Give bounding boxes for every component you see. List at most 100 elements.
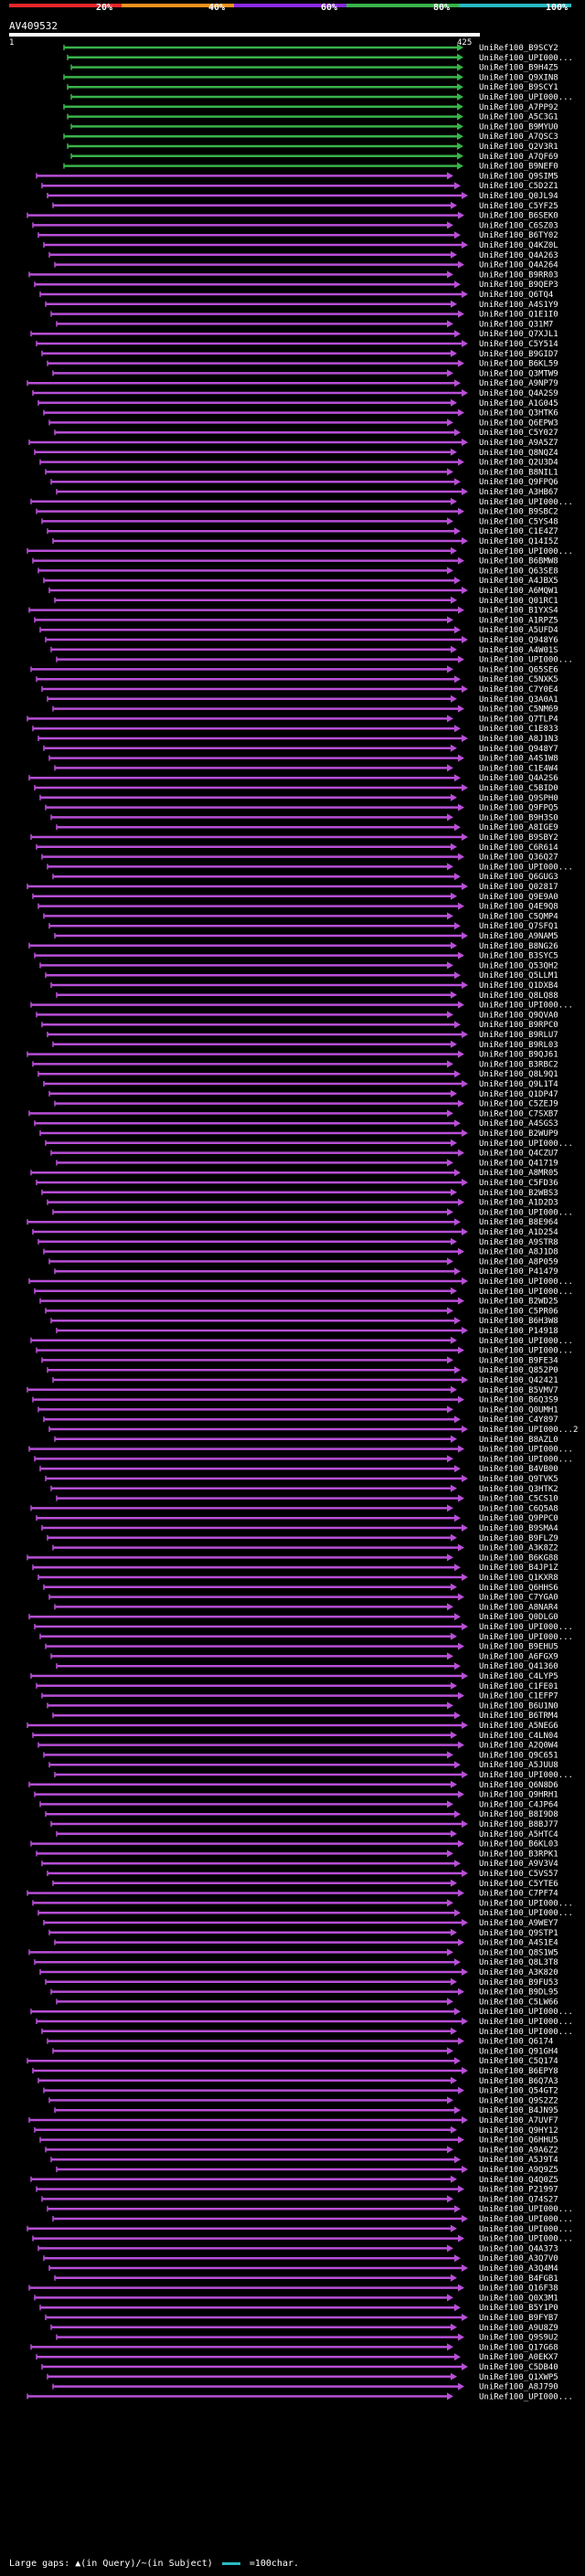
hit-row[interactable]: UniRef100_UPI000... [28, 1277, 573, 1287]
hit-row[interactable]: UniRef100_Q41360 [56, 1662, 558, 1671]
hit-label[interactable]: UniRef100_Q2V3R1 [479, 143, 558, 152]
hit-row[interactable]: UniRef100_A9A6Z2 [45, 2146, 558, 2155]
hit-label[interactable]: UniRef100_P41479 [479, 1267, 558, 1277]
hit-label[interactable]: UniRef100_B8I9D8 [479, 1810, 558, 1819]
hit-row[interactable]: UniRef100_Q91GH4 [52, 2047, 558, 2056]
hit-label[interactable]: UniRef100_Q9S9U2 [479, 2334, 558, 2343]
hit-row[interactable]: UniRef100_P41479 [54, 1267, 558, 1277]
hit-label[interactable]: UniRef100_B2WD25 [479, 1298, 558, 1307]
hit-row[interactable]: UniRef100_Q53QH2 [39, 961, 558, 970]
hit-label[interactable]: UniRef100_UPI000... [479, 2392, 573, 2401]
hit-row[interactable]: UniRef100_C5QMP4 [43, 912, 558, 921]
hit-label[interactable]: UniRef100_B6Q3S9 [479, 1396, 558, 1405]
hit-label[interactable]: UniRef100_Q0X3M1 [479, 2294, 558, 2303]
hit-row[interactable]: UniRef100_B9SBC2 [36, 507, 558, 517]
hit-row[interactable]: UniRef100_B5VMV7 [27, 1385, 558, 1395]
hit-row[interactable]: UniRef100_Q9HY12 [34, 2125, 558, 2136]
hit-row[interactable]: UniRef100_UPI000... [30, 2008, 573, 2017]
hit-label[interactable]: UniRef100_A4W01S [479, 646, 558, 655]
hit-row[interactable]: UniRef100_A9NAM5 [54, 932, 558, 941]
hit-row[interactable]: UniRef100_C1FE01 [36, 1681, 558, 1691]
hit-row[interactable]: UniRef100_A5C3G1 [67, 112, 558, 122]
hit-row[interactable]: UniRef100_B9FLZ9 [47, 1533, 558, 1543]
hit-label[interactable]: UniRef100_UPI000... [479, 2008, 573, 2017]
hit-label[interactable]: UniRef100_A1G045 [479, 399, 558, 408]
hit-row[interactable]: UniRef100_B6KL03 [30, 1839, 558, 1850]
hit-row[interactable]: UniRef100_Q7XJL1 [30, 330, 558, 339]
hit-label[interactable]: UniRef100_C5NXK5 [479, 675, 558, 684]
hit-row[interactable]: UniRef100_C5CS10 [56, 1494, 558, 1504]
hit-label[interactable]: UniRef100_B3RPK1 [479, 1850, 558, 1859]
hit-label[interactable]: UniRef100_B8E964 [479, 1218, 558, 1227]
hit-label[interactable]: UniRef100_B2WUP9 [479, 1129, 558, 1139]
hit-row[interactable]: UniRef100_A4S1E4 [54, 1938, 558, 1948]
hit-label[interactable]: UniRef100_B9H4Z5 [479, 64, 558, 73]
hit-label[interactable]: UniRef100_UPI000... [479, 1337, 573, 1346]
hit-label[interactable]: UniRef100_Q16F38 [479, 2284, 558, 2294]
hit-label[interactable]: UniRef100_A7UVF7 [479, 2116, 558, 2125]
hit-label[interactable]: UniRef100_C5Y514 [479, 340, 558, 349]
hit-row[interactable]: UniRef100_A5J9T4 [50, 2156, 558, 2165]
hit-label[interactable]: UniRef100_B6U1N0 [479, 1701, 558, 1711]
hit-label[interactable]: UniRef100_C5LW66 [479, 1998, 558, 2007]
hit-label[interactable]: UniRef100_Q2U3D4 [479, 459, 558, 468]
hit-label[interactable]: UniRef100_Q5LLM1 [479, 971, 558, 981]
hit-row[interactable]: UniRef100_UPI000... [45, 1139, 573, 1149]
hit-label[interactable]: UniRef100_A8IGE9 [479, 823, 558, 832]
hit-row[interactable]: UniRef100_C7Y0E4 [41, 685, 558, 694]
hit-row[interactable]: UniRef100_B9RL03 [52, 1040, 558, 1050]
hit-row[interactable]: UniRef100_B6KL59 [47, 359, 558, 369]
hit-row[interactable]: UniRef100_C7SXB7 [28, 1109, 558, 1118]
hit-label[interactable]: UniRef100_Q9TVK5 [479, 1475, 558, 1484]
hit-row[interactable]: UniRef100_A3HB67 [56, 488, 558, 497]
hit-label[interactable]: UniRef100_B6KL03 [479, 1840, 558, 1850]
hit-row[interactable]: UniRef100_Q948Y6 [45, 636, 558, 645]
hit-row[interactable]: UniRef100_C5LW66 [56, 1998, 558, 2007]
hit-row[interactable]: UniRef100_C1E833 [32, 725, 558, 734]
hit-row[interactable]: UniRef100_B9NEF0 [63, 162, 558, 172]
hit-label[interactable]: UniRef100_B9DL95 [479, 1988, 558, 1998]
hit-label[interactable]: UniRef100_Q9E9A0 [479, 893, 558, 902]
hit-label[interactable]: UniRef100_C5NM69 [479, 705, 558, 715]
hit-row[interactable]: UniRef100_UPI000... [41, 2027, 573, 2037]
hit-label[interactable]: UniRef100_Q1KXR8 [479, 1574, 558, 1583]
hit-row[interactable]: UniRef100_A7PP92 [63, 102, 558, 112]
hit-label[interactable]: UniRef100_A5JUU8 [479, 1761, 558, 1770]
hit-row[interactable]: UniRef100_A9WEY7 [43, 1919, 558, 1928]
hit-label[interactable]: UniRef100_C5BID0 [479, 784, 558, 793]
hit-label[interactable]: UniRef100_Q1XWP5 [479, 2373, 558, 2382]
hit-row[interactable]: UniRef100_A1RPZ5 [34, 616, 558, 625]
hit-label[interactable]: UniRef100_Q6N8D6 [479, 1781, 558, 1790]
hit-label[interactable]: UniRef100_A5C3G1 [479, 113, 558, 122]
hit-row[interactable]: UniRef100_A8P059 [48, 1257, 558, 1267]
hit-row[interactable]: UniRef100_Q3MTW9 [52, 369, 558, 378]
hit-label[interactable]: UniRef100_A1RPZ5 [479, 616, 558, 625]
hit-row[interactable]: UniRef100_A1D2D3 [47, 1198, 558, 1208]
hit-label[interactable]: UniRef100_Q74S27 [479, 2195, 558, 2204]
hit-label[interactable]: UniRef100_B3RBC2 [479, 1060, 558, 1069]
hit-row[interactable]: UniRef100_A6MQW1 [48, 587, 558, 596]
hit-label[interactable]: UniRef100_Q1E1I0 [479, 311, 558, 320]
hit-row[interactable]: UniRef100_Q9FPQ5 [45, 803, 558, 813]
hit-row[interactable]: UniRef100_Q4E9Q8 [37, 902, 558, 912]
hit-row[interactable]: UniRef100_B2WD25 [39, 1297, 558, 1307]
hit-label[interactable]: UniRef100_A8NAR4 [479, 1603, 558, 1612]
hit-row[interactable]: UniRef100_B6BMW8 [32, 557, 558, 567]
hit-label[interactable]: UniRef100_UPI000... [479, 2225, 573, 2234]
hit-label[interactable]: UniRef100_B6TRM4 [479, 1712, 558, 1721]
hit-row[interactable]: UniRef100_A9NP79 [27, 379, 558, 388]
hit-label[interactable]: UniRef100_UPI000... [479, 1771, 573, 1780]
hit-row[interactable]: UniRef100_A9A5Z7 [28, 439, 558, 448]
hit-label[interactable]: UniRef100_Q31M7 [479, 320, 553, 329]
hit-label[interactable]: UniRef100_Q6HHS6 [479, 1584, 558, 1593]
hit-row[interactable]: UniRef100_B9FU53 [45, 1977, 558, 1988]
hit-label[interactable]: UniRef100_UPI000... [479, 1446, 573, 1455]
hit-label[interactable]: UniRef100_Q9SPH0 [479, 794, 558, 803]
hit-label[interactable]: UniRef100_B8BJ77 [479, 1820, 558, 1829]
hit-row[interactable]: UniRef100_P21997 [36, 2185, 558, 2195]
hit-row[interactable]: UniRef100_B6Q7A3 [37, 2076, 558, 2086]
hit-row[interactable]: UniRef100_A9U8Z9 [50, 2323, 558, 2333]
hit-label[interactable]: UniRef100_C7YGA0 [479, 1594, 558, 1603]
hit-row[interactable]: UniRef100_B4VB00 [39, 1465, 558, 1474]
hit-row[interactable]: UniRef100_Q9E9A0 [32, 892, 558, 902]
